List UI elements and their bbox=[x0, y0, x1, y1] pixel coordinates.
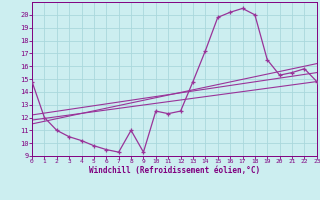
X-axis label: Windchill (Refroidissement éolien,°C): Windchill (Refroidissement éolien,°C) bbox=[89, 166, 260, 175]
